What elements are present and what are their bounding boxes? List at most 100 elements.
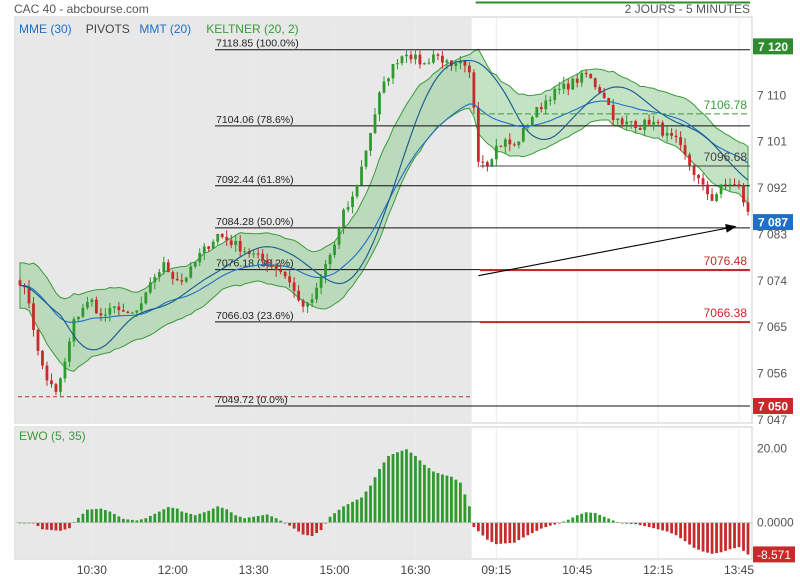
ewo-bar [369,485,372,523]
candle [32,297,35,337]
candle [746,197,750,216]
price-axis-tick-label: 7 101 [757,135,787,149]
trend-arrow[interactable] [478,224,737,277]
candle [126,310,130,314]
candle-body [692,165,696,175]
candle [153,273,157,290]
candle [99,307,103,322]
candle [387,77,390,87]
legend-item-0[interactable]: MME (30) [19,22,72,36]
candle-body [715,194,718,201]
candle [229,234,233,249]
legend-item-1[interactable]: PIVOTS [86,22,130,36]
ewo-bar [521,522,525,538]
candle-body [535,107,539,118]
candle-body [148,282,152,293]
ewo-bar [220,507,224,523]
ewo-bar [584,512,588,523]
candle [355,184,359,199]
ewo-bar [494,522,498,545]
candle [562,76,566,95]
price-axis-tick-label: 7 110 [757,88,786,102]
ewo-bar [463,494,467,523]
candle [679,131,682,151]
ewo-bar [634,522,638,525]
candle [715,192,718,203]
candle [292,277,296,298]
time-axis-tick-label: 09:15 [481,563,511,577]
candle-body [665,132,669,136]
candle-body [494,145,498,160]
legend-item-3[interactable]: KELTNER (20, 2) [206,22,298,36]
ewo-bar [95,508,98,523]
candle [611,98,615,127]
ewo-bar [629,522,633,524]
ewo-bar [724,522,727,551]
candle [656,119,660,126]
ewo-bar [333,513,336,523]
ewo-bar [517,522,521,541]
ewo-bar [360,497,363,523]
candle-body [162,262,166,273]
candle-body [81,307,85,317]
candle-body [409,54,413,60]
ewo-panel-frame [14,426,753,560]
candle [544,94,548,115]
ewo-bar [418,460,422,523]
price-axis-tick-label: 7 065 [757,320,787,334]
ewo-bar [611,520,615,523]
candle-body [526,126,530,128]
ewo-bar [728,522,732,550]
candle-body [351,196,354,208]
ewo-bar [337,509,341,523]
ewo-bar [63,522,67,530]
candle-body [688,154,691,166]
candle [27,280,31,308]
ewo-bar [652,522,656,529]
ewo-bar [697,522,700,550]
candle [175,271,179,282]
candle [647,114,651,127]
candle-body [27,287,31,304]
ewo-bar [387,455,390,523]
ewo-bar [535,522,539,531]
candle-body [63,361,67,379]
legend-item-2[interactable]: MMT (20) [139,22,191,36]
candle [342,208,345,235]
candle [643,118,647,136]
candle-body [112,306,116,308]
candle [68,337,71,368]
candle-body [737,184,741,186]
candle-body [661,122,665,136]
candle-body [126,311,130,313]
price-badge-bg [753,38,793,55]
candle [77,316,80,322]
candle [467,62,471,79]
ewo-bar [243,518,247,523]
candle-body [414,54,417,60]
ewo-bar [737,522,741,548]
candle-body [557,88,561,90]
ewo-title: EWO (5, 35) [19,429,86,443]
ewo-bar [112,514,116,523]
ewo-bar [90,509,94,523]
ewo-bar [50,522,53,531]
ewo-axis-tick-label: 20.00 [757,442,787,456]
candle-body [234,240,238,246]
candle-body [121,310,125,312]
candle-body [319,277,323,288]
ewo-bar [674,522,678,536]
candle [517,141,521,149]
ewo-axis-tick-label: 0.0000 [757,516,794,530]
candle [553,86,557,105]
candle [41,349,44,370]
ewo-bar [346,504,350,523]
ewo-bar [432,471,435,523]
pivot-label: 7066.38 [704,306,748,320]
ewo-value-badge: -8.571 [753,546,795,563]
candle-body [32,303,35,330]
ewo-bar [625,522,629,524]
candle-body [441,55,444,63]
candle [391,63,395,85]
